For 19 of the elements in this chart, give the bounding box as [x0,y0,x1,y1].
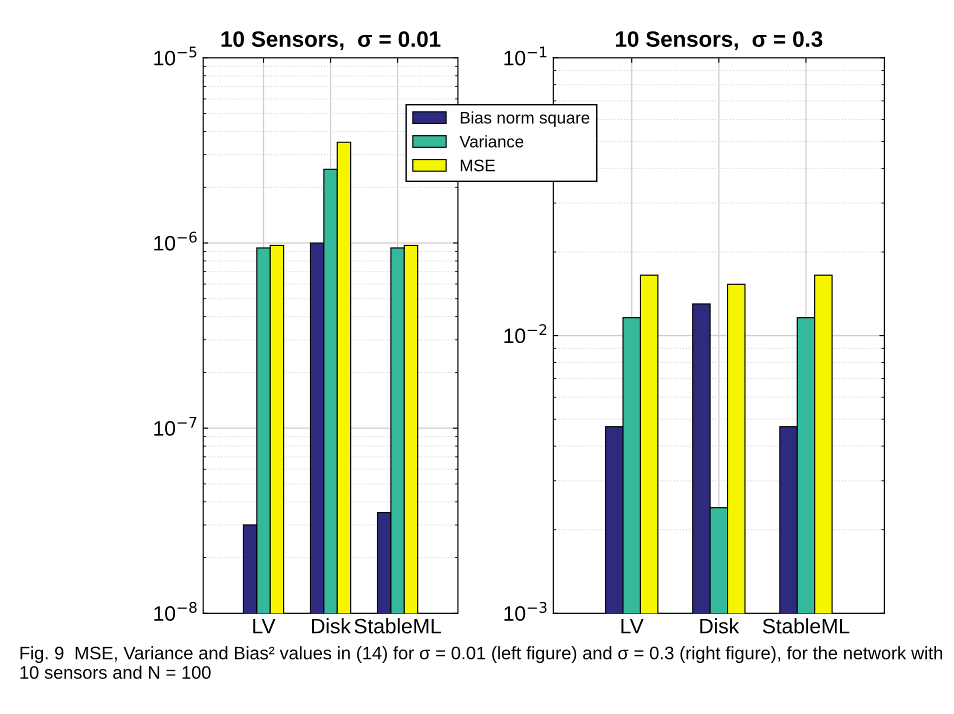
caption: Fig. 9 MSE, Variance and Bias² values in (14) for σ = 0.01 (left figure) and σ = 0.3 (right figure), for the network with 10 sensors and N = 100 [20,646,942,679]
x-tick-label: LV [253,618,276,634]
legend-label: Variance [460,135,524,148]
y-tick-label: 10$^{−6}$ [154,232,197,251]
chart-title: 10 Sensors, σ = 0.01 [222,31,440,50]
y-tick-label: 10$^{−2}$ [504,324,546,344]
x-tick-label: LV [621,618,644,634]
x-tick-label: Disk [312,618,351,634]
legend-label: MSE [460,160,495,172]
y-tick-label: 10$^{−1}$ [504,46,546,66]
x-tick-label: Disk [700,618,740,634]
y-tick-label: 10$^{−3}$ [504,602,547,621]
y-tick-label: 10$^{−8}$ [154,602,197,621]
x-tick-label: StableML [354,618,441,634]
legend-label: Bias norm square [460,111,590,127]
y-tick-label: 10$^{−5}$ [154,46,196,66]
chart-title: 10 Sensors, σ = 0.3 [616,31,822,50]
x-tick-label: StableML [762,618,850,634]
y-tick-label: 10$^{−7}$ [154,416,196,436]
